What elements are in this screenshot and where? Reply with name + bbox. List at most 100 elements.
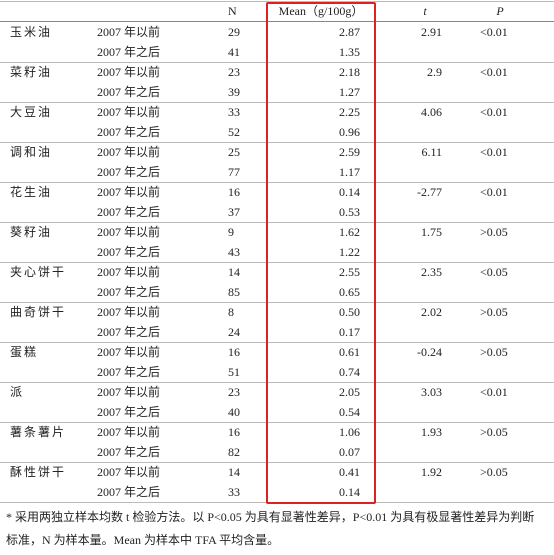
n-value: 85 <box>228 285 240 299</box>
mean-value: 0.65 <box>339 285 360 299</box>
period: 2007 年之后 <box>97 45 161 59</box>
period: 2007 年以前 <box>97 265 161 279</box>
product: 调和油 <box>10 145 53 159</box>
period: 2007 年以前 <box>97 105 161 119</box>
t-value: -0.24 <box>417 345 442 359</box>
header-cell: t <box>423 4 427 18</box>
t-value: 2.02 <box>421 305 442 319</box>
p-value: >0.05 <box>480 465 508 479</box>
product: 玉米油 <box>10 25 53 39</box>
mean-value: 0.96 <box>339 125 360 139</box>
n-value: 52 <box>228 125 240 139</box>
t-value: 4.06 <box>421 105 442 119</box>
rule <box>0 182 554 183</box>
t-value: 2.35 <box>421 265 442 279</box>
rule <box>0 1 554 2</box>
product: 酥性饼干 <box>10 465 67 479</box>
n-value: 23 <box>228 65 240 79</box>
period: 2007 年以前 <box>97 25 161 39</box>
mean-value: 0.54 <box>339 405 360 419</box>
n-value: 33 <box>228 105 240 119</box>
t-value: 3.03 <box>421 385 442 399</box>
rule <box>0 302 554 303</box>
period: 2007 年之后 <box>97 125 161 139</box>
n-value: 16 <box>228 345 240 359</box>
p-value: >0.05 <box>480 345 508 359</box>
period: 2007 年以前 <box>97 185 161 199</box>
t-value: 1.92 <box>421 465 442 479</box>
rule <box>0 262 554 263</box>
mean-value: 2.55 <box>339 265 360 279</box>
mean-value: 0.17 <box>339 325 360 339</box>
rule <box>0 142 554 143</box>
period: 2007 年以前 <box>97 425 161 439</box>
rule <box>0 462 554 463</box>
product: 夹心饼干 <box>10 265 67 279</box>
product: 大豆油 <box>10 105 53 119</box>
n-value: 37 <box>228 205 240 219</box>
header-cell: N <box>228 4 237 18</box>
p-value: <0.01 <box>480 145 508 159</box>
mean-value: 0.14 <box>339 485 360 499</box>
rule <box>0 21 554 22</box>
product: 蛋糕 <box>10 345 39 359</box>
t-value: 1.75 <box>421 225 442 239</box>
mean-value: 0.07 <box>339 445 360 459</box>
n-value: 82 <box>228 445 240 459</box>
period: 2007 年以前 <box>97 385 161 399</box>
mean-value: 2.25 <box>339 105 360 119</box>
n-value: 16 <box>228 185 240 199</box>
period: 2007 年以前 <box>97 145 161 159</box>
n-value: 43 <box>228 245 240 259</box>
period: 2007 年之后 <box>97 485 161 499</box>
period: 2007 年以前 <box>97 345 161 359</box>
period: 2007 年之后 <box>97 285 161 299</box>
t-value: 2.9 <box>427 65 442 79</box>
period: 2007 年之后 <box>97 325 161 339</box>
n-value: 41 <box>228 45 240 59</box>
period: 2007 年以前 <box>97 225 161 239</box>
mean-value: 1.06 <box>339 425 360 439</box>
mean-value: 0.61 <box>339 345 360 359</box>
mean-value: 0.14 <box>339 185 360 199</box>
t-value: -2.77 <box>417 185 442 199</box>
rule <box>0 422 554 423</box>
n-value: 24 <box>228 325 240 339</box>
product: 曲奇饼干 <box>10 305 67 319</box>
p-value: <0.05 <box>480 265 508 279</box>
mean-value: 2.59 <box>339 145 360 159</box>
product: 派 <box>10 385 25 399</box>
n-value: 29 <box>228 25 240 39</box>
mean-value: 1.22 <box>339 245 360 259</box>
n-value: 40 <box>228 405 240 419</box>
product: 薯条薯片 <box>10 425 67 439</box>
t-value: 2.91 <box>421 25 442 39</box>
n-value: 33 <box>228 485 240 499</box>
product: 葵籽油 <box>10 225 53 239</box>
header-cell: P <box>496 4 504 18</box>
n-value: 51 <box>228 365 240 379</box>
period: 2007 年之后 <box>97 85 161 99</box>
mean-value: 2.18 <box>339 65 360 79</box>
p-value: >0.05 <box>480 305 508 319</box>
p-value: <0.01 <box>480 385 508 399</box>
product: 菜籽油 <box>10 65 53 79</box>
footnote: * 采用两独立样本均数 t 检验方法。以 P<0.05 为具有显著性差异，P<0… <box>6 510 535 547</box>
mean-value: 0.74 <box>339 365 360 379</box>
mean-value: 0.53 <box>339 205 360 219</box>
period: 2007 年之后 <box>97 205 161 219</box>
period: 2007 年之后 <box>97 365 161 379</box>
mean-value: 0.50 <box>339 305 360 319</box>
n-value: 16 <box>228 425 240 439</box>
mean-value: 2.87 <box>339 25 360 39</box>
header-cell: Mean（g/100g） <box>278 4 364 18</box>
rule <box>0 222 554 223</box>
rule <box>0 382 554 383</box>
p-value: <0.01 <box>480 105 508 119</box>
t-value: 6.11 <box>421 145 442 159</box>
n-value: 77 <box>228 165 240 179</box>
n-value: 14 <box>228 465 240 479</box>
n-value: 8 <box>228 305 234 319</box>
period: 2007 年之后 <box>97 405 161 419</box>
